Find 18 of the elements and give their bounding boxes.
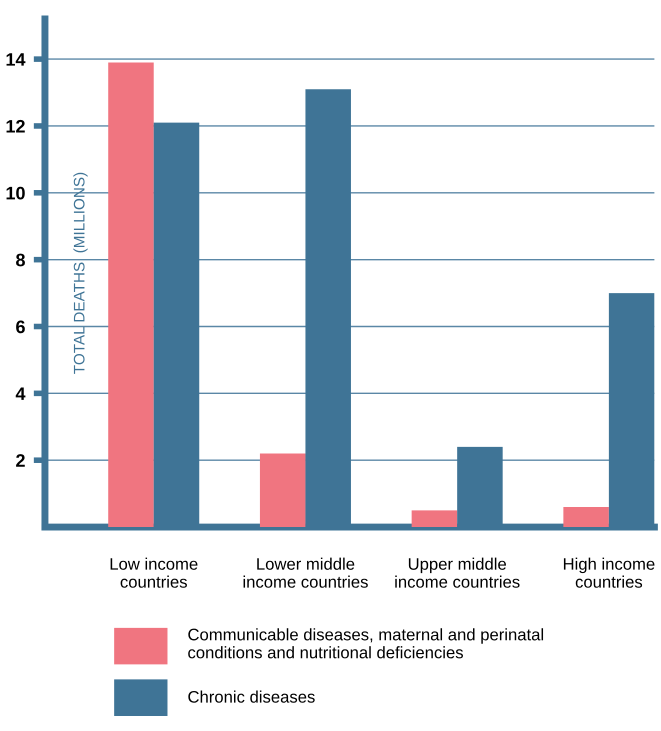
y-tick-label: 4: [16, 387, 26, 400]
y-tick-label: 2: [16, 454, 25, 467]
y-tick-label: 6: [16, 320, 25, 334]
legend-label: Communicable diseases, maternal and perinatal conditions and nutritional deficiencies: [188, 628, 544, 658]
bar: [108, 62, 154, 528]
y-tick-label: 8: [16, 254, 25, 266]
bar: [260, 454, 306, 528]
x-tick-label: Low income countries: [110, 558, 198, 588]
y-tick-label: 14: [6, 53, 26, 66]
x-tick-label: High income countries: [564, 558, 654, 588]
y-tick-label: 12: [6, 120, 25, 133]
y-tick-label: 10: [6, 186, 25, 200]
bar: [563, 506, 609, 528]
y-axis-title: TOTAL DEATHS (MILLIONS): [73, 172, 88, 374]
bar: [412, 510, 458, 528]
x-tick-label: Upper middle income countries: [395, 558, 520, 588]
x-tick-label: Lower middle income countries: [244, 558, 368, 588]
legend-label: Chronic diseases: [188, 690, 315, 703]
